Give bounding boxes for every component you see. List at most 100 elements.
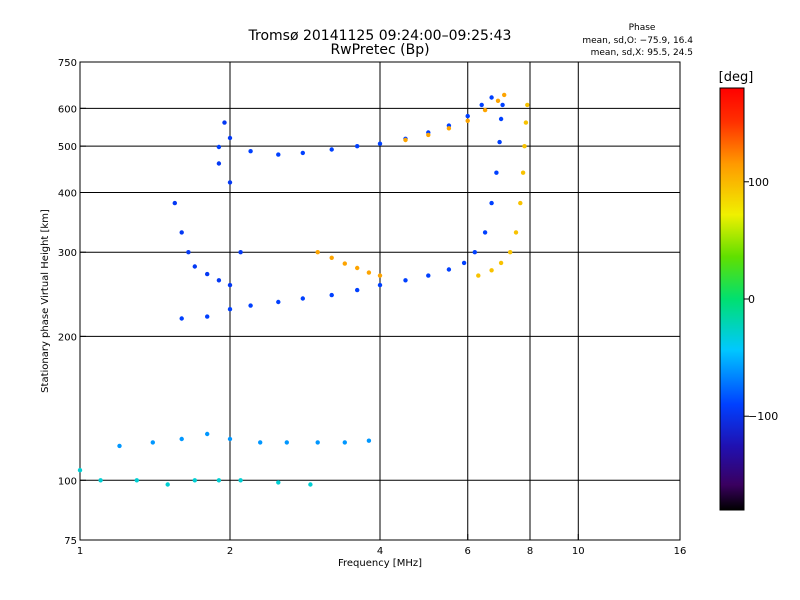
chart-subtitle: RwPretec (Bp) bbox=[330, 42, 429, 58]
data-point bbox=[150, 440, 155, 445]
series-points bbox=[172, 120, 243, 288]
data-point bbox=[238, 478, 243, 483]
data-point bbox=[403, 137, 408, 143]
phase-box-line-x: mean, sd,X: 95.5, 24.5 bbox=[591, 48, 693, 58]
data-point bbox=[216, 144, 222, 150]
data-point bbox=[355, 265, 360, 271]
colorbar-tick-label: −100 bbox=[748, 410, 778, 423]
x-tick-label: 16 bbox=[674, 546, 687, 557]
series-points bbox=[117, 431, 372, 449]
y-tick-label: 300 bbox=[58, 248, 77, 259]
data-point bbox=[446, 267, 452, 272]
series-points bbox=[77, 468, 313, 487]
colorbar-title: [deg] bbox=[719, 70, 754, 85]
data-point bbox=[248, 303, 253, 308]
data-point bbox=[98, 478, 103, 483]
data-point bbox=[518, 200, 523, 206]
data-point bbox=[192, 264, 197, 269]
y-axis-label: Stationary phase Virtual Height [km] bbox=[40, 209, 51, 393]
data-point bbox=[192, 478, 197, 483]
data-point bbox=[284, 440, 289, 445]
data-point bbox=[227, 180, 233, 185]
data-point bbox=[461, 260, 467, 266]
data-point bbox=[258, 440, 263, 445]
y-axis-ticks: 75 100 200 300 400 500 600 750 bbox=[58, 58, 86, 547]
data-point bbox=[315, 250, 320, 255]
data-point bbox=[482, 107, 488, 113]
data-point bbox=[216, 478, 222, 483]
chart-title: Tromsø 20141125 09:24:00–09:25:43 bbox=[248, 28, 512, 44]
data-point bbox=[355, 144, 360, 149]
y-tick-label: 750 bbox=[58, 58, 77, 69]
data-point bbox=[300, 296, 305, 301]
data-point bbox=[342, 440, 347, 445]
data-point bbox=[495, 98, 501, 104]
data-point bbox=[355, 287, 360, 293]
x-tick-label: 8 bbox=[527, 546, 533, 557]
data-point bbox=[77, 468, 83, 473]
data-point bbox=[276, 299, 281, 305]
data-point bbox=[377, 273, 383, 278]
series-points bbox=[315, 250, 383, 278]
data-points bbox=[77, 92, 530, 487]
data-point bbox=[216, 161, 222, 166]
data-point bbox=[179, 316, 184, 321]
data-point bbox=[377, 141, 383, 146]
series-points bbox=[403, 92, 507, 143]
data-point bbox=[498, 260, 504, 266]
data-point bbox=[476, 273, 481, 278]
data-point bbox=[489, 200, 494, 206]
data-point bbox=[479, 102, 484, 108]
x-tick-label: 1 bbox=[77, 546, 83, 557]
data-point bbox=[426, 132, 431, 138]
data-point bbox=[329, 292, 334, 298]
y-tick-label: 100 bbox=[58, 476, 77, 487]
data-point bbox=[465, 113, 470, 119]
y-tick-label: 400 bbox=[58, 188, 77, 199]
data-point bbox=[472, 250, 477, 255]
data-point bbox=[315, 440, 320, 445]
data-point bbox=[489, 268, 494, 273]
data-point bbox=[276, 480, 281, 485]
data-point bbox=[465, 118, 470, 124]
data-point bbox=[342, 261, 347, 266]
data-point bbox=[216, 278, 222, 283]
data-point bbox=[497, 139, 502, 145]
data-point bbox=[366, 270, 372, 275]
colorbar-ticks: 100 0 −100 bbox=[744, 176, 778, 423]
phase-box-line-o: mean, sd,O: −75.9, 16.4 bbox=[582, 36, 693, 46]
data-point bbox=[238, 250, 243, 255]
data-point bbox=[498, 116, 504, 122]
data-point bbox=[329, 255, 334, 260]
data-point bbox=[494, 170, 499, 175]
data-point bbox=[134, 478, 139, 483]
data-point bbox=[186, 250, 191, 255]
data-point bbox=[227, 307, 233, 312]
data-point bbox=[523, 120, 529, 125]
series-points bbox=[179, 102, 505, 321]
data-point bbox=[500, 102, 505, 108]
data-point bbox=[329, 147, 334, 152]
data-point bbox=[300, 150, 305, 156]
x-tick-label: 2 bbox=[227, 546, 233, 557]
data-point bbox=[172, 200, 177, 206]
data-point bbox=[205, 314, 210, 319]
data-point bbox=[366, 438, 372, 443]
data-point bbox=[403, 278, 408, 283]
data-point bbox=[117, 443, 122, 449]
data-point bbox=[522, 144, 527, 149]
x-tick-label: 4 bbox=[377, 546, 383, 557]
y-tick-label: 600 bbox=[58, 104, 77, 115]
data-point bbox=[205, 271, 210, 277]
y-tick-label: 75 bbox=[64, 536, 77, 547]
data-point bbox=[508, 250, 513, 255]
data-point bbox=[426, 273, 431, 278]
colorbar-tick-label: 0 bbox=[748, 293, 755, 306]
data-point bbox=[513, 230, 519, 235]
data-point bbox=[248, 149, 253, 154]
phase-box-title: Phase bbox=[629, 23, 656, 33]
data-point bbox=[489, 95, 494, 100]
y-tick-label: 200 bbox=[58, 332, 77, 343]
data-point bbox=[179, 436, 184, 442]
